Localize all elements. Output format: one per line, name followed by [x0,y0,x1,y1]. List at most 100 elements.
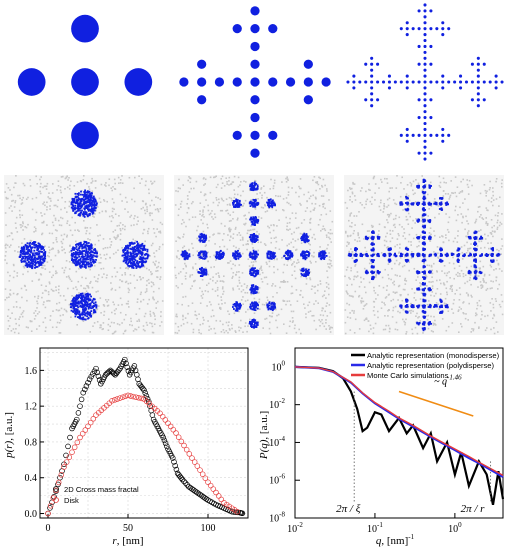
noise-particle [438,175,441,178]
noise-particle [266,210,269,212]
blue-particle [91,200,94,203]
blue-particle [205,252,208,254]
blue-particle [222,254,225,256]
noise-particle [250,293,253,296]
noise-particle [492,199,495,201]
blue-particle [86,301,89,304]
noise-particle [199,202,202,204]
noise-particle [68,251,71,253]
blue-particle [256,221,259,224]
noise-particle [108,178,111,180]
noise-particle [123,318,126,321]
fractal-disk [423,80,427,84]
noise-particle [194,263,197,265]
blue-particle [233,308,235,310]
noise-particle [221,287,224,290]
noise-particle [291,262,294,265]
blue-particle [253,233,255,235]
fractal-2-shapes [179,6,331,158]
noise-particle [457,230,459,232]
blue-particle [274,255,277,258]
noise-particle [458,287,461,289]
noise-particle [462,273,465,275]
noise-particle [74,221,76,224]
noise-particle [104,210,107,212]
blue-particle [95,259,97,261]
noise-particle [94,213,96,215]
fractal-disk [250,112,260,123]
noise-particle [142,200,145,203]
noise-particle [51,232,54,235]
noise-particle [72,287,75,290]
noise-particle [136,216,139,218]
noise-particle [309,222,312,224]
noise-particle [361,297,363,300]
noise-particle [385,324,387,327]
noise-particle [259,267,262,269]
fractal-disk [352,80,356,84]
fractal-disk [494,86,498,90]
noise-particle [327,263,329,265]
noise-particle [226,209,229,212]
noise-particle [482,218,485,220]
blue-particle [132,257,135,260]
blue-particle [125,245,128,248]
noise-particle [331,326,333,329]
blue-particle [139,265,142,268]
noise-particle [368,230,370,232]
blue-particle [33,249,36,252]
noise-particle [430,294,432,297]
blue-particle [130,261,132,264]
noise-particle [174,331,177,334]
noise-particle [97,255,99,257]
noise-particle [58,332,61,334]
noise-particle [239,234,242,236]
noise-particle [388,214,391,217]
blue-particle [252,198,255,201]
blue-particle [85,262,88,264]
noise-particle [27,243,30,245]
fractal-disk [441,127,445,131]
noise-particle [447,231,450,233]
blue-particle [87,303,90,306]
blue-particle [91,211,94,213]
blue-particle [216,253,219,255]
noise-particle [387,221,389,224]
blue-particle [255,305,257,308]
noise-particle [291,187,293,189]
noise-particle [59,314,62,317]
blue-particle [302,269,305,272]
blue-particle [37,247,40,250]
noise-particle [228,196,231,199]
blue-particle [133,258,136,260]
blue-particle [76,310,78,313]
blue-particle [133,262,136,265]
blue-particle [200,274,202,277]
noise-particle [34,310,37,312]
noise-particle [125,267,127,269]
noise-particle [359,190,362,192]
blue-particle [266,253,269,256]
noise-particle [501,179,503,181]
noise-particle [99,262,102,264]
blue-particle [73,198,76,200]
noise-particle [404,283,407,285]
noise-particle [11,210,13,212]
noise-particle [54,229,57,231]
blue-particle [250,288,253,291]
blue-particle [71,252,73,255]
blue-particle [200,267,203,269]
blue-particle [251,308,254,311]
blue-particle [89,311,91,314]
blue-particle [92,311,95,314]
blue-particle [78,263,80,266]
noise-particle [131,198,133,201]
noise-particle [302,296,304,299]
noise-particle [143,228,145,231]
blue-particle [250,305,253,308]
blue-particle [74,311,77,314]
blue-particle [248,254,251,257]
noise-particle [13,264,15,267]
noise-particle [488,247,490,250]
blue-particle [201,257,203,259]
